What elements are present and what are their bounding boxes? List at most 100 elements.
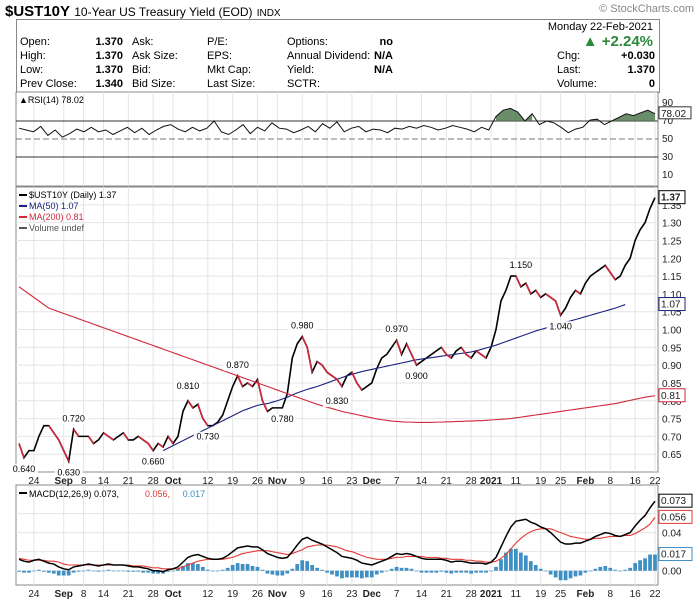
- macd-hist-bar: [51, 570, 56, 574]
- x-tick-label: 23: [346, 589, 358, 600]
- price-down-segment: [351, 371, 358, 384]
- macd-hist-bar: [543, 570, 548, 572]
- macd-hist-bar: [518, 552, 523, 571]
- macd-hist-bar: [186, 563, 190, 571]
- x-tick-label: 25: [555, 476, 567, 487]
- x-tick-label: 19: [535, 476, 547, 487]
- macd-hist-bar: [265, 570, 270, 574]
- quote-value: N/A: [374, 50, 393, 62]
- rsi-overbought-fill: [496, 108, 533, 121]
- price-tick-label: 0.70: [662, 432, 682, 443]
- macd-hist-bar: [22, 570, 26, 573]
- x-tick-label: Oct: [165, 476, 182, 487]
- x-tick-label: 8: [81, 476, 87, 487]
- macd-hist-bar: [469, 570, 474, 574]
- macd-hist-bar: [250, 565, 255, 571]
- price-down-segment: [535, 289, 542, 298]
- macd-hist-bar: [320, 569, 324, 571]
- rsi-last-value: 78.02: [661, 109, 686, 120]
- macd-hist-bar: [528, 561, 533, 571]
- price-down-segment: [147, 443, 154, 452]
- quote-label: Yield:: [287, 64, 315, 76]
- x-tick-label: 24: [28, 476, 40, 487]
- quote-value: N/A: [374, 64, 393, 76]
- macd-hist-bar: [578, 570, 583, 576]
- price-down-segment: [410, 354, 418, 366]
- x-tick-label: 22: [649, 476, 661, 487]
- macd-hist-bar: [429, 570, 434, 573]
- macd-hist-bar: [464, 570, 469, 573]
- price-down-segment: [321, 364, 328, 373]
- price-down-segment: [301, 336, 308, 348]
- price-down-segment: [331, 375, 338, 381]
- price-down-segment: [356, 382, 363, 391]
- x-tick-label: 28: [466, 476, 478, 487]
- rsi-last-box: [658, 106, 692, 120]
- annotation-bg: [193, 431, 222, 443]
- annotation-label: 0.780: [271, 414, 294, 424]
- annotation-bg: [382, 324, 411, 336]
- symbol-name: 10-Year US Treasury Yield (EOD): [74, 5, 253, 19]
- price-down-segment: [316, 360, 323, 366]
- annotation-bg: [402, 371, 431, 383]
- x-tick-label: 28: [148, 589, 160, 600]
- macd-hist-bar: [384, 570, 389, 572]
- macd-hist-bar: [613, 569, 618, 571]
- quote-label: Annual Dividend:: [287, 50, 371, 62]
- last-value-box: [658, 388, 686, 403]
- price-down-segment: [62, 450, 70, 462]
- macd-hist-bar: [71, 570, 76, 573]
- rsi-legend: ▲RSI(14) 78.02: [19, 95, 84, 105]
- price-tick-label: 0.85: [662, 379, 682, 390]
- macd-hist-bar: [394, 566, 399, 571]
- macd-hist-bar: [245, 564, 250, 571]
- macd-hist-bar: [255, 566, 260, 571]
- last-value-label: 0.81: [661, 391, 681, 402]
- volume-label: Volume:: [557, 78, 597, 90]
- x-tick-label: 7: [394, 589, 400, 600]
- macd-hist-bar: [374, 570, 379, 575]
- macd-hist-bar: [116, 570, 121, 572]
- macd-hist-bar: [419, 570, 424, 573]
- price-down-segment: [157, 442, 164, 448]
- price-tick-label: 1.25: [662, 236, 682, 247]
- legend-label: MA(50) 1.07: [29, 201, 79, 211]
- macd-hist-bar: [240, 564, 245, 571]
- x-tick-label: 14: [416, 476, 428, 487]
- last-label: Last:: [557, 64, 581, 76]
- chg-label: Chg:: [557, 50, 581, 62]
- macd-hist-bar: [623, 569, 628, 571]
- price-down-segment: [326, 371, 333, 377]
- macd-hist-bar: [32, 570, 36, 572]
- macd-hist-bar: [176, 568, 180, 571]
- macd-hist-bar: [355, 570, 359, 578]
- x-tick-label: 28: [466, 589, 478, 600]
- x-tick-label: Dec: [363, 589, 382, 600]
- quote-label: High:: [20, 50, 46, 62]
- price-down-segment: [142, 439, 149, 445]
- price-down-segment: [465, 353, 472, 359]
- macd-hist-bar: [648, 554, 652, 571]
- chart-title: $UST10Y 10-Year US Treasury Yield (EOD) …: [5, 3, 281, 20]
- x-tick-label: 12: [202, 476, 214, 487]
- macd-hist-bar: [17, 570, 21, 572]
- price-down-segment: [395, 339, 403, 355]
- x-tick-label: 24: [28, 589, 40, 600]
- quote-label: Mkt Cap:: [207, 64, 252, 76]
- x-tick-label: 11: [511, 476, 522, 487]
- macd-hist-bar: [399, 567, 404, 571]
- macd-hist-bar: [220, 569, 225, 571]
- x-tick-label: 16: [322, 589, 334, 600]
- macd-hist-bar: [598, 566, 603, 571]
- x-tick-label: 7: [394, 476, 400, 487]
- last-value-box: [658, 297, 686, 312]
- x-tick-label: 11: [511, 589, 522, 600]
- annotation-label: 1.040: [549, 321, 572, 331]
- macd-hist-bar: [414, 570, 419, 572]
- price-tick-label: 1.15: [662, 272, 682, 283]
- macd-hist-bar: [424, 570, 429, 573]
- panel-frame-macd: [15, 484, 659, 586]
- price-down-segment: [545, 293, 552, 299]
- macd-hist-bar: [379, 570, 384, 573]
- price-down-segment: [550, 296, 557, 302]
